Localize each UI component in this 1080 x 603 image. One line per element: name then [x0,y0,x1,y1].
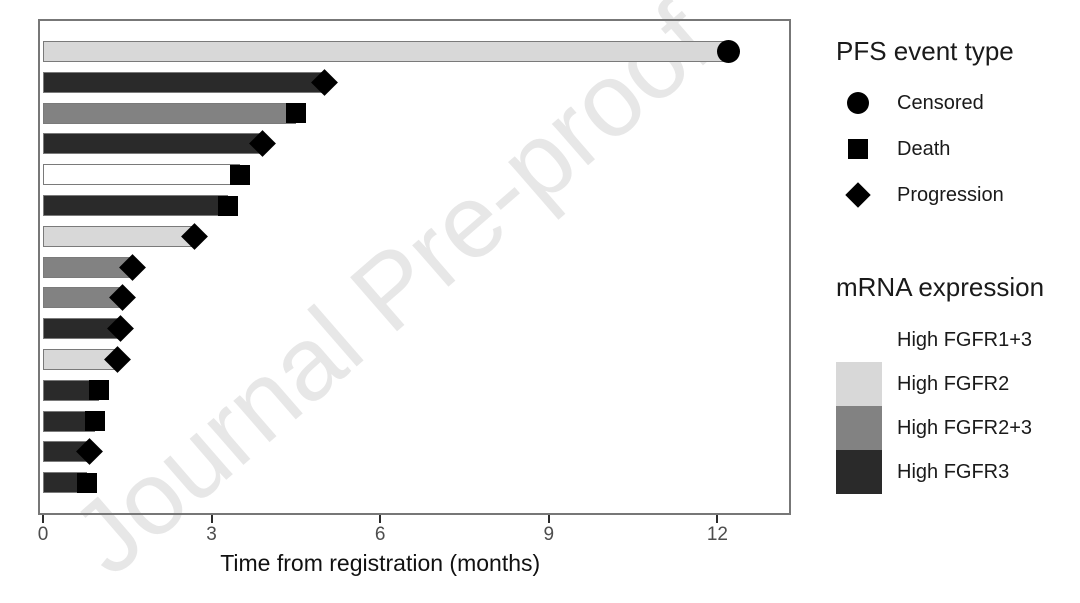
x-axis-tick-label: 0 [37,524,49,545]
censored-circle-icon [847,92,869,114]
swimmer-bar [43,133,263,155]
swimmer-bar [43,102,296,124]
legend-label-death: Death [897,137,951,160]
swimmer-bar [43,195,229,216]
legend-label-fgfr2: High FGFR2 [897,372,1010,395]
legend-item-death: Death [836,126,1014,172]
swimmer-bar [43,41,729,62]
symbol-cell [836,92,880,114]
pfs-event-legend: PFS event type Censored Death Progressio… [836,36,1014,218]
swimmer-bar [43,225,195,247]
fgfr3-color-swatch [836,450,882,494]
x-axis-tick [547,515,550,523]
event-marker-square [76,472,97,493]
event-marker-square [218,195,239,216]
x-axis-title: Time from registration (months) [220,550,541,576]
event-marker-square [285,103,306,124]
symbol-cell [836,139,880,159]
x-axis-tick [210,515,213,523]
event-marker-square [229,164,250,185]
legend-item-fgfr2: High FGFR2 [836,362,1044,406]
fgfr1-3-color-swatch [836,318,882,362]
legend-item-fgfr2-3: High FGFR2+3 [836,406,1044,450]
legend-item-fgfr1-3: High FGFR1+3 [836,318,1044,362]
x-axis-tick-label: 6 [374,524,386,545]
legend-label-fgfr3: High FGFR3 [897,460,1010,483]
legend-label-progression: Progression [897,183,1004,206]
event-marker-circle [717,40,741,63]
x-axis-tick [42,515,44,523]
legend-label-fgfr1-3: High FGFR1+3 [897,328,1033,351]
swimmer-bar [43,71,324,93]
legend-item-progression: Progression [836,172,1014,218]
mrna-legend-title: mRNA expression [836,272,1045,302]
pfs-legend-title: PFS event type [836,36,1014,66]
death-square-icon [848,139,868,159]
x-axis-tick-label: 9 [543,524,555,545]
mrna-expression-legend: mRNA expression High FGFR1+3 High FGFR2 … [836,272,1044,494]
event-marker-square [85,411,106,432]
x-axis-tick-label: 3 [206,524,217,545]
legend-label-fgfr2-3: High FGFR2+3 [897,416,1033,439]
fgfr2-3-color-swatch [836,406,882,450]
swimmer-bar [43,164,240,186]
x-axis-tick-label: 12 [706,524,728,545]
event-marker-square [89,380,110,401]
legend-item-censored: Censored [836,80,1014,126]
x-axis-tick [379,515,382,523]
legend-label-censored: Censored [897,91,984,114]
x-axis-tick [716,515,719,523]
plot-panel [38,19,791,515]
fgfr2-color-swatch [836,362,882,406]
legend-item-fgfr3: High FGFR3 [836,450,1044,494]
